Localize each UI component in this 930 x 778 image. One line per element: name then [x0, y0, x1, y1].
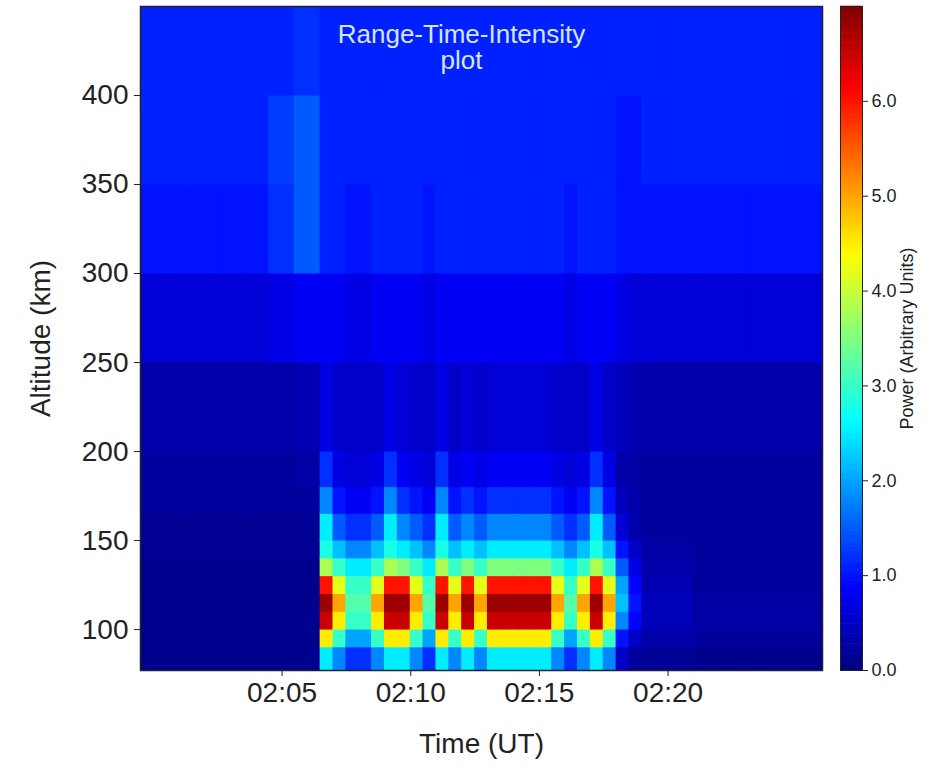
svg-text:2.0: 2.0 — [872, 471, 897, 491]
svg-text:0.0: 0.0 — [872, 660, 897, 680]
svg-text:1.0: 1.0 — [872, 565, 897, 585]
svg-text:4.0: 4.0 — [872, 281, 897, 301]
svg-text:350: 350 — [82, 168, 129, 199]
svg-text:02:15: 02:15 — [504, 677, 574, 708]
svg-text:300: 300 — [82, 257, 129, 288]
svg-text:250: 250 — [82, 346, 129, 377]
svg-text:Time (UT): Time (UT) — [419, 728, 544, 759]
svg-text:100: 100 — [82, 614, 129, 645]
svg-text:400: 400 — [82, 79, 129, 110]
svg-text:6.0: 6.0 — [872, 91, 897, 111]
svg-text:02:10: 02:10 — [376, 677, 446, 708]
svg-text:200: 200 — [82, 436, 129, 467]
svg-text:3.0: 3.0 — [872, 376, 897, 396]
svg-text:Power (Arbitrary Units): Power (Arbitrary Units) — [897, 247, 917, 429]
svg-text:Altitude (km): Altitude (km) — [25, 260, 56, 417]
svg-text:Range-Time-Intensityplot: Range-Time-Intensityplot — [338, 19, 586, 75]
svg-text:5.0: 5.0 — [872, 186, 897, 206]
svg-text:150: 150 — [82, 525, 129, 556]
svg-text:02:20: 02:20 — [633, 677, 703, 708]
svg-text:02:05: 02:05 — [247, 677, 317, 708]
